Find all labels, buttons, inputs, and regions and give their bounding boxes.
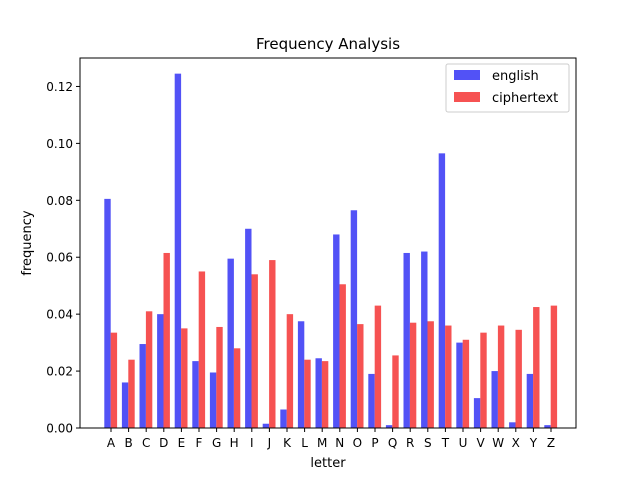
bar-english-X	[509, 422, 516, 428]
x-tick-label-U: U	[459, 436, 468, 450]
bar-ciphertext-D	[163, 252, 170, 428]
bar-english-D	[157, 314, 164, 428]
x-tick-label-D: D	[159, 436, 168, 450]
bar-english-N	[333, 234, 340, 428]
bar-ciphertext-H	[233, 348, 241, 428]
bar-english-G	[209, 372, 217, 428]
bar-ciphertext-O	[357, 324, 364, 428]
y-tick-label-0.06: 0.06	[46, 251, 73, 265]
bar-english-F	[192, 361, 199, 428]
x-tick-label-S: S	[424, 436, 432, 450]
x-tick-label-B: B	[124, 436, 132, 450]
bar-english-O	[350, 210, 358, 428]
bar-english-J	[262, 423, 270, 428]
bar-english-A	[104, 198, 111, 428]
bar-english-P	[368, 373, 375, 428]
y-tick-label-0.10: 0.10	[46, 137, 73, 151]
legend-label-english: english	[492, 69, 539, 84]
bar-ciphertext-I	[251, 274, 258, 428]
x-tick-label-H: H	[230, 436, 239, 450]
x-tick-label-T: T	[441, 436, 450, 450]
x-tick-label-M: M	[317, 436, 327, 450]
bar-ciphertext-E	[181, 328, 188, 428]
bar-ciphertext-P	[374, 305, 382, 428]
x-tick-label-C: C	[142, 436, 150, 450]
bar-ciphertext-X	[515, 329, 522, 428]
x-tick-label-Q: Q	[388, 436, 397, 450]
bar-ciphertext-K	[286, 314, 294, 428]
bar-english-U	[456, 342, 463, 428]
bar-ciphertext-R	[409, 322, 417, 428]
x-tick-label-Y: Y	[529, 436, 538, 450]
y-tick-label-0.12: 0.12	[46, 80, 73, 94]
bars-group	[104, 73, 558, 429]
x-tick-label-N: N	[335, 436, 344, 450]
x-tick-label-E: E	[178, 436, 186, 450]
bar-ciphertext-T	[445, 325, 452, 428]
bar-ciphertext-J	[269, 260, 276, 428]
y-tick-label-0.08: 0.08	[46, 194, 73, 208]
bar-english-E	[174, 73, 182, 429]
y-axis-label: frequency	[20, 210, 35, 276]
chart-title: Frequency Analysis	[256, 35, 400, 53]
x-tick-label-Z: Z	[547, 436, 555, 450]
x-tick-label-V: V	[476, 436, 485, 450]
bar-english-S	[421, 251, 428, 428]
bar-english-Y	[526, 373, 534, 428]
bar-ciphertext-N	[339, 284, 346, 428]
bar-ciphertext-S	[427, 321, 434, 428]
plot-frame	[79, 57, 577, 429]
legend-swatch-ciphertext	[454, 92, 480, 102]
bar-ciphertext-G	[216, 326, 223, 428]
bar-english-L	[297, 321, 305, 428]
bar-english-M	[315, 358, 322, 428]
bar-ciphertext-F	[198, 271, 206, 428]
x-tick-label-O: O	[353, 436, 362, 450]
bar-ciphertext-Q	[392, 355, 399, 428]
bar-english-Z	[544, 425, 551, 428]
bar-english-B	[121, 382, 129, 428]
bar-ciphertext-W	[497, 325, 505, 428]
bar-ciphertext-B	[128, 359, 135, 428]
y-tick-label-0.02: 0.02	[46, 365, 73, 379]
y-axis-ticks: 0.00 0.02 0.04 0.06 0.08 0.10 0.12	[46, 80, 80, 436]
bar-ciphertext-Z	[550, 305, 558, 428]
bar-ciphertext-L	[304, 359, 311, 428]
bar-english-Q	[385, 425, 393, 428]
x-tick-label-K: K	[283, 436, 292, 450]
x-tick-label-W: W	[492, 436, 504, 450]
bar-ciphertext-V	[480, 332, 487, 428]
x-tick-label-J: J	[267, 436, 272, 450]
bar-ciphertext-Y	[533, 307, 540, 428]
bar-english-T	[438, 153, 446, 428]
x-tick-label-R: R	[406, 436, 414, 450]
x-tick-label-I: I	[250, 436, 254, 450]
y-tick-label-0.00: 0.00	[46, 422, 73, 436]
x-tick-label-L: L	[301, 436, 308, 450]
bar-english-C	[139, 344, 146, 428]
x-axis-label: letter	[310, 456, 346, 471]
x-tick-label-P: P	[371, 436, 378, 450]
legend-label-ciphertext: ciphertext	[492, 91, 558, 106]
bar-ciphertext-M	[321, 361, 329, 428]
bar-english-K	[280, 409, 287, 428]
bar-english-R	[403, 252, 410, 428]
bar-english-V	[473, 398, 481, 428]
bar-english-I	[245, 228, 252, 428]
bar-english-W	[491, 371, 498, 428]
legend: english ciphertext	[445, 63, 570, 113]
x-tick-label-X: X	[512, 436, 520, 450]
bar-ciphertext-U	[462, 339, 470, 428]
bar-ciphertext-A	[110, 332, 118, 428]
x-tick-label-A: A	[107, 436, 116, 450]
bar-ciphertext-C	[145, 311, 153, 428]
y-tick-label-0.04: 0.04	[46, 308, 73, 322]
legend-swatch-english	[454, 70, 480, 80]
bar-english-H	[227, 258, 234, 428]
x-tick-label-G: G	[212, 436, 221, 450]
x-tick-label-F: F	[196, 436, 203, 450]
